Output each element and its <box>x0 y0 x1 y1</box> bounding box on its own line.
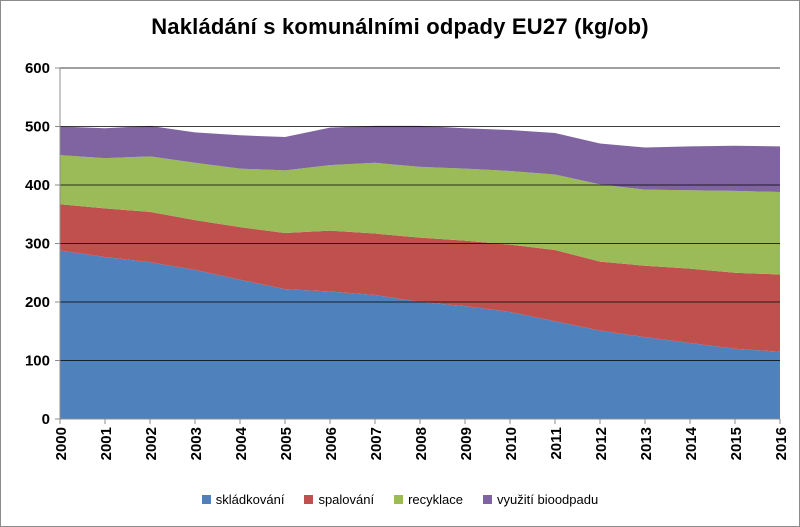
x-tick-label: 2011 <box>548 427 565 460</box>
y-tick-label: 200 <box>25 294 50 311</box>
legend-swatch <box>483 495 493 504</box>
x-tick-label: 2016 <box>773 427 790 460</box>
y-tick-label: 400 <box>25 177 50 194</box>
y-tick-label: 100 <box>25 353 50 370</box>
x-tick-label: 2007 <box>368 427 385 460</box>
x-tick-label: 2001 <box>98 427 115 460</box>
x-tick-label: 2010 <box>503 427 520 460</box>
series-area-2 <box>60 204 780 352</box>
legend-item-2: spalování <box>304 492 374 507</box>
x-tick-label: 2006 <box>323 427 340 460</box>
chart-title: Nakládání s komunálními odpady EU27 (kg/… <box>151 14 649 39</box>
legend-swatch <box>394 495 404 504</box>
legend-item-1: skládkování <box>201 492 285 507</box>
x-tick-label: 2014 <box>683 426 700 460</box>
chart-legend: skládkování spalování recyklace využití bio… <box>0 492 800 507</box>
x-tick-label: 2000 <box>53 427 70 460</box>
y-tick-label: 0 <box>42 411 50 428</box>
legend-swatch <box>201 495 211 504</box>
x-tick-label: 2005 <box>278 427 295 460</box>
x-tick-label: 2013 <box>638 427 655 460</box>
legend-swatch <box>304 495 314 504</box>
x-tick-label: 2009 <box>458 427 475 460</box>
legend-label: recyklace <box>408 492 464 507</box>
legend-label: využití bioodpadu <box>497 492 599 507</box>
x-tick-label: 2008 <box>413 427 430 460</box>
x-tick-label: 2002 <box>143 427 160 460</box>
y-tick-label: 500 <box>25 119 50 136</box>
y-tick-label: 300 <box>25 236 50 253</box>
legend-item-4: využití bioodpadu <box>483 492 598 507</box>
series-area-4 <box>60 125 780 193</box>
x-tick-label: 2012 <box>593 427 610 460</box>
x-tick-label: 2003 <box>188 427 205 460</box>
legend-label: skládkování <box>215 492 285 507</box>
legend-item-3: recyklace <box>394 492 463 507</box>
x-tick-label: 2015 <box>728 427 745 460</box>
series-area-1 <box>60 250 780 419</box>
x-tick-label: 2004 <box>233 426 250 460</box>
legend-label: spalování <box>318 492 375 507</box>
y-tick-label: 600 <box>25 60 50 77</box>
